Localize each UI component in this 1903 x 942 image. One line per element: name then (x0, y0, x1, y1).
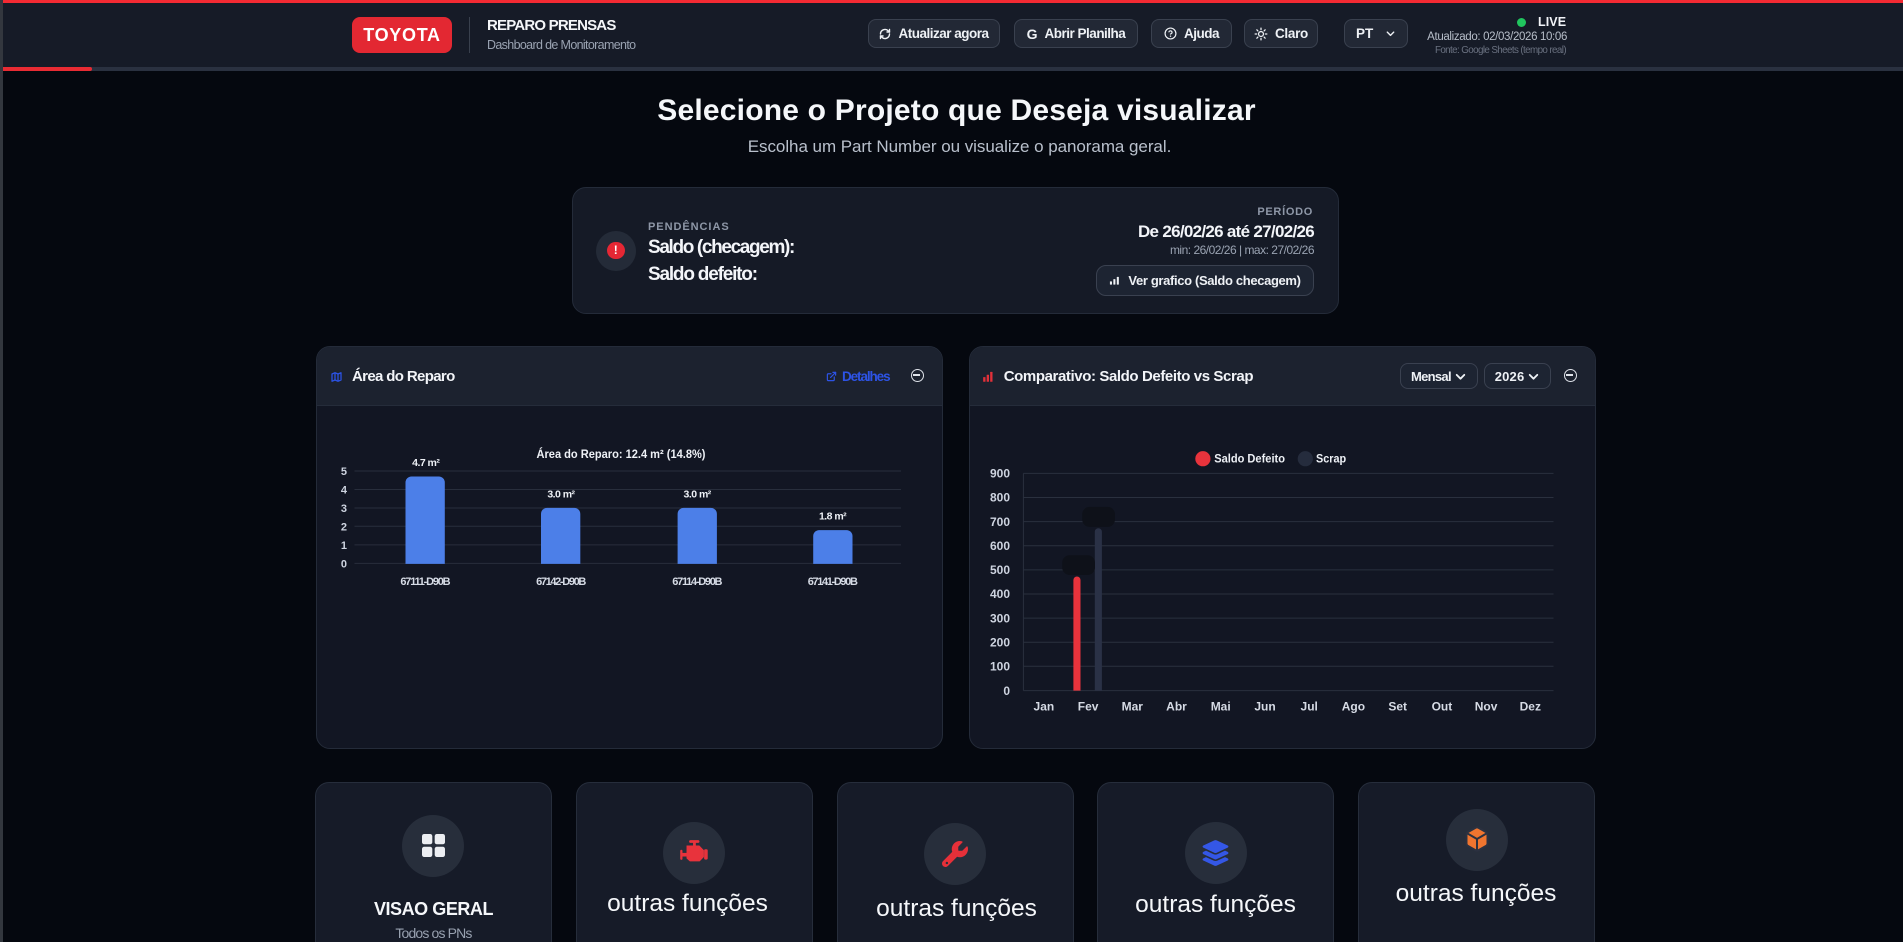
svg-text:Ago: Ago (1342, 700, 1365, 714)
svg-text:67142-D90B: 67142-D90B (536, 576, 586, 588)
svg-text:Jan: Jan (1034, 700, 1055, 714)
svg-text:67111-D90B: 67111-D90B (400, 576, 450, 588)
svg-text:Mai: Mai (1211, 700, 1231, 714)
svg-text:Saldo Defeito: Saldo Defeito (1214, 451, 1285, 465)
svg-text:Dez: Dez (1520, 700, 1541, 714)
svg-text:4.7 m²: 4.7 m² (412, 457, 440, 469)
svg-text:100: 100 (990, 660, 1010, 674)
svg-text:5: 5 (341, 466, 347, 478)
svg-text:Out: Out (1432, 700, 1453, 714)
svg-text:3.0 m²: 3.0 m² (547, 489, 575, 501)
svg-text:2: 2 (341, 522, 347, 534)
svg-text:400: 400 (990, 587, 1010, 601)
svg-text:1: 1 (341, 540, 347, 552)
svg-text:Jul: Jul (1301, 700, 1318, 714)
svg-text:3.0 m²: 3.0 m² (684, 489, 712, 501)
svg-text:500: 500 (990, 563, 1010, 577)
svg-text:600: 600 (990, 539, 1010, 553)
svg-text:800: 800 (990, 491, 1010, 505)
svg-text:67141-D90B: 67141-D90B (808, 576, 858, 588)
svg-text:4: 4 (341, 485, 348, 497)
svg-text:3: 3 (341, 503, 347, 515)
svg-text:Set: Set (1388, 700, 1407, 714)
svg-text:Nov: Nov (1475, 700, 1498, 714)
svg-text:0: 0 (341, 559, 347, 571)
svg-text:67114-D90B: 67114-D90B (672, 576, 722, 588)
svg-text:900: 900 (990, 467, 1010, 481)
svg-text:Jun: Jun (1254, 700, 1275, 714)
svg-text:0: 0 (1003, 684, 1010, 698)
svg-text:Mar: Mar (1122, 700, 1144, 714)
svg-text:200: 200 (990, 635, 1010, 649)
svg-text:300: 300 (990, 611, 1010, 625)
svg-text:700: 700 (990, 515, 1010, 529)
svg-text:Scrap: Scrap (1316, 451, 1346, 465)
svg-text:Abr: Abr (1166, 700, 1187, 714)
svg-text:Área do Reparo: 12.4 m² (14.8%: Área do Reparo: 12.4 m² (14.8%) (537, 446, 706, 461)
svg-text:1.8 m²: 1.8 m² (819, 511, 847, 523)
svg-text:Fev: Fev (1078, 700, 1099, 714)
